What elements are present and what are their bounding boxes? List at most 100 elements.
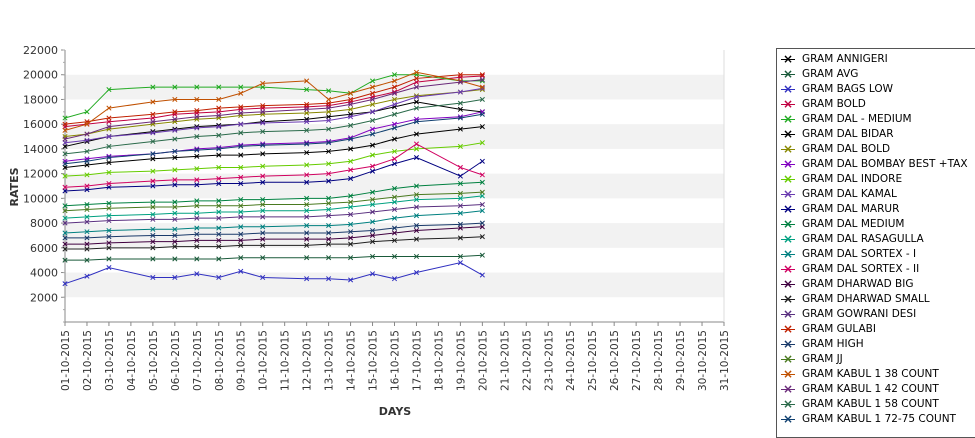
data-point <box>391 136 398 142</box>
data-point <box>326 223 332 229</box>
legend-marker-icon: × <box>782 337 794 351</box>
legend-marker-icon: × <box>782 412 794 426</box>
legend-label: GRAM DAL KAMAL <box>802 188 897 200</box>
data-point <box>369 78 376 84</box>
data-point <box>106 133 112 140</box>
y-tick-label: 20000 <box>23 69 58 82</box>
data-point <box>62 208 68 214</box>
data-point <box>238 164 244 171</box>
data-point <box>216 109 222 115</box>
data-point <box>479 224 485 230</box>
legend-line-swatch <box>781 254 795 255</box>
data-point <box>216 274 222 281</box>
data-point <box>479 179 485 185</box>
legend-label: GRAM KABUL 1 72-75 COUNT <box>802 413 956 425</box>
data-point <box>150 151 156 157</box>
legend-item: × GRAM BOLD <box>777 97 975 112</box>
data-point <box>216 225 222 231</box>
data-point <box>172 116 178 122</box>
series <box>62 234 485 252</box>
data-point <box>84 229 90 235</box>
series-group <box>62 69 485 287</box>
data-point <box>304 230 310 236</box>
data-point <box>479 234 485 240</box>
data-point <box>238 84 244 90</box>
data-point <box>391 225 398 231</box>
data-point <box>172 239 178 245</box>
x-tick-label: 16-10-2015 <box>390 330 402 391</box>
data-point <box>150 239 156 245</box>
data-point <box>413 227 420 234</box>
series <box>62 201 485 226</box>
data-point <box>348 96 354 103</box>
data-point <box>348 277 354 283</box>
data-point <box>150 211 156 217</box>
data-point <box>413 213 420 219</box>
x-tick-label: 17-10-2015 <box>411 330 423 391</box>
data-point <box>369 271 376 277</box>
series <box>62 189 485 214</box>
data-point <box>216 203 222 209</box>
x-tick-label: 18-10-2015 <box>433 330 445 391</box>
data-point <box>348 176 354 182</box>
data-point <box>216 209 222 215</box>
x-tick-label: 15-10-2015 <box>368 330 380 391</box>
data-point <box>391 237 398 243</box>
data-point <box>260 173 266 179</box>
legend-line-swatch <box>781 374 795 375</box>
data-point <box>348 229 354 235</box>
legend-marker-icon: × <box>782 232 794 246</box>
data-point <box>391 276 398 282</box>
legend-item: × GRAM GULABI <box>777 322 975 337</box>
data-point <box>216 231 222 237</box>
data-point <box>260 274 266 281</box>
data-point <box>326 195 332 201</box>
x-tick-label: 24-10-2015 <box>565 330 577 391</box>
legend-item: × GRAM DAL SORTEX - II <box>777 262 975 277</box>
data-point <box>238 203 244 209</box>
data-point <box>457 180 463 187</box>
x-tick-label: 01-10-2015 <box>60 330 72 391</box>
data-point <box>238 174 244 180</box>
data-point <box>216 112 222 119</box>
data-point <box>413 94 420 100</box>
data-point <box>479 77 485 83</box>
data-point <box>304 214 310 220</box>
x-tick-label: 25-10-2015 <box>587 330 599 391</box>
data-point <box>194 182 200 188</box>
data-point <box>413 253 420 260</box>
data-point <box>369 96 376 103</box>
data-point <box>150 204 156 210</box>
data-point <box>150 274 156 281</box>
data-point <box>413 75 420 81</box>
data-point <box>150 245 156 251</box>
legend-marker-icon: × <box>782 352 794 366</box>
line-chart: 2000 4000 6000 8000 10000 12000 14000 16000 1800… <box>8 44 731 418</box>
data-point <box>457 203 463 209</box>
data-point <box>150 256 156 262</box>
data-point <box>457 253 463 260</box>
data-point <box>260 129 266 135</box>
data-point <box>413 183 420 189</box>
data-point <box>326 105 332 111</box>
data-point <box>304 208 310 214</box>
legend-marker-icon: × <box>782 277 794 291</box>
x-tick-label: 06-10-2015 <box>170 330 182 391</box>
data-point <box>194 147 200 153</box>
data-point <box>326 276 332 282</box>
legend: × GRAM ANNIGERI × GRAM AVG × GRAM BAGS LOW × GR… <box>776 48 975 438</box>
data-point <box>413 84 420 90</box>
data-point <box>84 109 90 115</box>
data-point <box>479 189 485 195</box>
data-point <box>369 142 376 148</box>
data-point <box>479 193 485 199</box>
legend-label: GRAM KABUL 1 58 COUNT <box>802 398 939 410</box>
y-tick-label: 6000 <box>30 242 58 255</box>
data-point <box>260 236 266 242</box>
data-point <box>150 156 156 162</box>
series-line <box>65 254 483 261</box>
data-point <box>457 225 463 231</box>
data-point <box>457 190 463 196</box>
data-point <box>84 131 90 137</box>
legend-marker-icon: × <box>782 142 794 156</box>
